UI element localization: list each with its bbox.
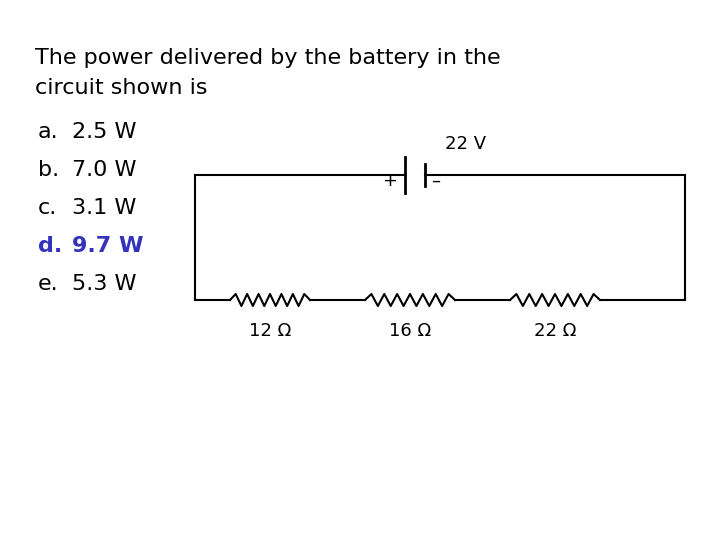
- Text: 3.1 W: 3.1 W: [72, 198, 136, 218]
- Text: a.: a.: [38, 122, 58, 142]
- Text: e.: e.: [38, 274, 58, 294]
- Text: 22 V: 22 V: [445, 135, 486, 153]
- Text: 5.3 W: 5.3 W: [72, 274, 137, 294]
- Text: b.: b.: [38, 160, 59, 180]
- Text: +: +: [382, 172, 397, 190]
- Text: 2.5 W: 2.5 W: [72, 122, 137, 142]
- Text: circuit shown is: circuit shown is: [35, 78, 207, 98]
- Text: 12 Ω: 12 Ω: [249, 322, 291, 340]
- Text: c.: c.: [38, 198, 58, 218]
- Text: 16 Ω: 16 Ω: [389, 322, 431, 340]
- Text: –: –: [431, 172, 440, 190]
- Text: 22 Ω: 22 Ω: [534, 322, 576, 340]
- Text: 7.0 W: 7.0 W: [72, 160, 137, 180]
- Text: The power delivered by the battery in the: The power delivered by the battery in th…: [35, 48, 500, 68]
- Text: 9.7 W: 9.7 W: [72, 236, 143, 256]
- Text: d.: d.: [38, 236, 62, 256]
